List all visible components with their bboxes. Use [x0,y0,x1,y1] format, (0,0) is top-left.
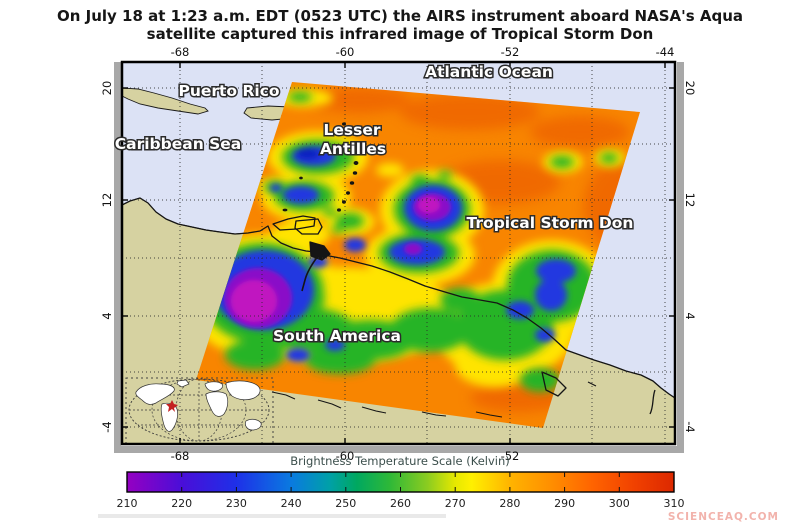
cbar-230: 230 [226,497,247,510]
inset-continents [135,379,262,432]
colorbar-ticks [181,472,620,492]
cbar-210: 210 [117,497,138,510]
label-tropical-storm-don: Tropical Storm Don [467,214,634,232]
label-antilles: Antilles [320,140,386,158]
longitude-labels-bottom: -68 -60 -52 [171,449,520,463]
lat-right-20: 20 [683,81,697,96]
coastlines [121,197,676,415]
lat-right-12: 12 [683,193,697,208]
cbar-310: 310 [664,497,685,510]
colorbar-labels: 210 220 230 240 250 260 270 280 290 300 … [117,497,685,510]
axis-ticks [122,62,675,444]
longitude-labels-top: -68 -60 -52 -44 [171,45,675,59]
artifact-line [98,514,446,518]
lon-top-52: -52 [501,45,520,59]
coldest-cloud-tops [224,193,451,328]
geographic-labels: Atlantic Ocean Puerto Rico Caribbean Sea… [113,62,635,347]
lat-left-4: 4 [100,312,114,319]
frame-shadow [114,62,684,453]
cbar-220: 220 [171,497,192,510]
cbar-260: 260 [390,497,411,510]
lon-bottom-60: -60 [336,449,355,463]
cbar-290: 290 [554,497,575,510]
lon-top-44: -44 [656,45,675,59]
map-frame [120,60,677,446]
cbar-250: 250 [335,497,356,510]
figure-title-line2: satellite captured this infrared image o… [147,25,654,43]
inset-world-map [125,377,274,445]
cbar-240: 240 [281,497,302,510]
label-puerto-rico: Puerto Rico [178,82,279,100]
hispaniola-island [121,87,209,115]
watermark: SCIENCEAQ.COM [668,511,779,523]
latitude-labels-left: 20 12 4 -4 [100,81,114,433]
lat-right-neg4: -4 [683,421,697,432]
colorbar-title: Brightness Temperature Scale (Kelvin) [290,454,510,468]
latitude-labels-right: 20 12 4 -4 [683,81,697,433]
lon-bottom-68: -68 [171,449,190,463]
cbar-280: 280 [499,497,520,510]
figure-title-line1: On July 18 at 1:23 a.m. EDT (0523 UTC) t… [57,7,743,25]
label-atlantic-ocean: Atlantic Ocean [425,63,553,81]
label-south-america: South America [273,327,401,345]
label-caribbean-sea: Caribbean Sea [115,135,242,153]
cbar-300: 300 [609,497,630,510]
river-marks [271,381,597,418]
lat-right-4: 4 [683,312,697,319]
cbar-270: 270 [445,497,466,510]
lon-top-68: -68 [171,45,190,59]
lesser-antilles-islands [282,122,359,212]
graticule [122,62,675,444]
lon-bottom-52: -52 [501,449,520,463]
lat-left-12: 12 [100,193,114,208]
label-lesser: Lesser [324,121,381,139]
lat-left-20: 20 [100,81,114,96]
storm-location-marker [166,400,178,412]
colorbar: Brightness Temperature Scale (Kelvin) 21… [117,454,685,510]
lon-top-60: -60 [336,45,355,59]
lat-left-neg4: -4 [100,421,114,432]
